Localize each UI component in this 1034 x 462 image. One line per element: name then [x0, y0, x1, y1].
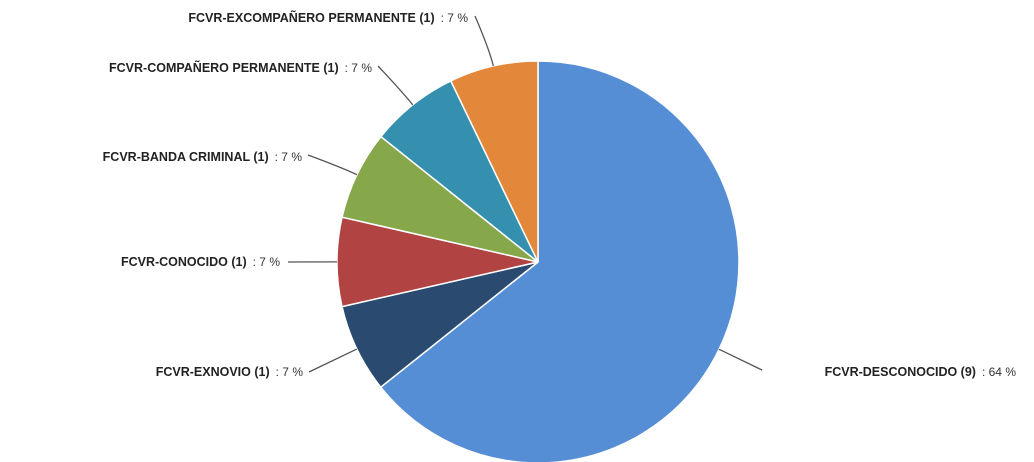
slice-label-fcvr-conocido: FCVR-CONOCIDO (1) : 7 % — [121, 255, 280, 269]
slice-label-name: FCVR-DESCONOCIDO (9) — [825, 365, 976, 379]
slice-label-percent: : 7 % — [345, 61, 373, 75]
leader-line-fcvr-desconocido — [718, 348, 763, 371]
pie-slice-fcvr-excompa-ero-permanente — [449, 60, 539, 263]
slice-label-percent: : 7 % — [253, 255, 281, 269]
slice-label-name: FCVR-BANDA CRIMINAL (1) — [103, 150, 269, 164]
leader-line-fcvr-banda-criminal — [307, 154, 358, 176]
leader-lines — [287, 15, 763, 373]
slice-label-percent: : 7 % — [441, 11, 469, 25]
pie-slices — [336, 60, 740, 462]
slice-label-name: FCVR-EXNOVIO (1) — [156, 365, 270, 379]
slice-label-fcvr-compa-ero-permanente: FCVR-COMPAÑERO PERMANENTE (1) : 7 % — [109, 60, 372, 75]
slice-label-percent: : 64 % — [982, 365, 1016, 379]
leader-line-fcvr-compa-ero-permanente — [377, 65, 414, 106]
slice-label-fcvr-excompa-ero-permanente: FCVR-EXCOMPAÑERO PERMANENTE (1) : 7 % — [188, 10, 468, 25]
slice-label-name: FCVR-CONOCIDO (1) — [121, 255, 247, 269]
leader-line-fcvr-excompa-ero-permanente — [474, 15, 494, 67]
slice-label-name: FCVR-EXCOMPAÑERO PERMANENTE (1) — [188, 10, 434, 25]
slice-label-fcvr-banda-criminal: FCVR-BANDA CRIMINAL (1) : 7 % — [103, 150, 303, 164]
slice-label-fcvr-desconocido: FCVR-DESCONOCIDO (9) : 64 % — [825, 365, 1017, 379]
slice-label-name: FCVR-COMPAÑERO PERMANENTE (1) — [109, 60, 339, 75]
slice-label-fcvr-exnovio: FCVR-EXNOVIO (1) : 7 % — [156, 365, 304, 379]
pie-slice-fcvr-desconocido — [379, 60, 740, 462]
leader-line-fcvr-exnovio — [308, 348, 358, 373]
slice-label-percent: : 7 % — [275, 150, 303, 164]
slice-label-percent: : 7 % — [276, 365, 304, 379]
slice-labels: FCVR-DESCONOCIDO (9) : 64 % FCVR-EXNOVIO (… — [103, 10, 1017, 379]
